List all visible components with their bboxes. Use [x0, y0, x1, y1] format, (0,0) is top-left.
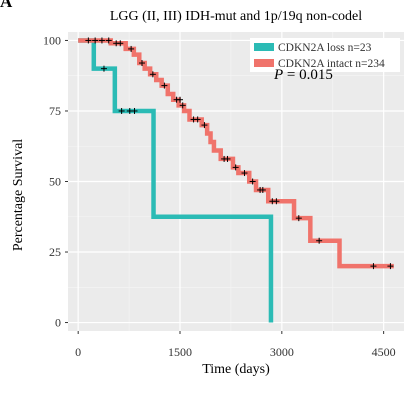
censor-mark — [316, 237, 323, 244]
censor-mark — [161, 82, 168, 89]
panel-letter: A — [0, 0, 13, 11]
censor-mark — [117, 40, 124, 47]
censor-mark — [92, 37, 99, 44]
y-axis-label: Percentage Survival — [11, 139, 26, 251]
p-value-symbol: P — [273, 67, 283, 83]
censor-mark — [387, 263, 394, 270]
censor-mark — [259, 186, 266, 193]
censor-mark — [295, 215, 302, 222]
legend-key-2 — [254, 59, 274, 67]
chart-title: LGG (II, III) IDH-mut and 1p/19q non-cod… — [110, 9, 362, 24]
censor-mark — [100, 65, 107, 72]
p-value-annotation: P = 0.015 — [273, 67, 333, 83]
censor-mark — [201, 122, 208, 129]
censor-mark — [98, 37, 105, 44]
y-tick-label: 75 — [49, 104, 61, 118]
p-value-text: = 0.015 — [283, 67, 333, 83]
censor-mark — [232, 164, 239, 171]
y-tick-label: 25 — [49, 245, 61, 259]
censor-mark — [85, 37, 92, 44]
legend-box — [250, 38, 400, 72]
x-tick-label: 3000 — [270, 345, 294, 359]
censor-mark — [128, 45, 135, 52]
survival-curve-1 — [78, 38, 274, 323]
censor-mark — [249, 178, 256, 185]
censor-mark — [177, 96, 183, 103]
x-tick-label: 4500 — [372, 345, 396, 359]
censor-mark — [105, 37, 112, 44]
censor-mark — [194, 116, 201, 123]
legend-label-1: CDKN2A loss n=23 — [278, 42, 372, 54]
x-tick-label: 0 — [75, 345, 81, 359]
y-tick-label: 100 — [43, 33, 61, 47]
censor-mark — [370, 263, 377, 270]
legend-key-1 — [254, 43, 274, 51]
censor-mark — [273, 198, 280, 205]
censor-mark — [241, 170, 248, 177]
censor-mark — [179, 102, 186, 109]
x-axis-label: Time (days) — [202, 362, 270, 377]
censor-mark — [149, 71, 156, 78]
x-tick-label: 1500 — [168, 345, 192, 359]
censor-mark — [118, 107, 125, 114]
censor-mark — [138, 60, 145, 67]
censor-mark — [131, 107, 138, 114]
legend-label-2: CDKN2A intact n=234 — [278, 58, 385, 70]
y-tick-label: 50 — [49, 175, 61, 189]
legend: CDKN2A loss n=23 CDKN2A intact n=234 — [250, 38, 400, 72]
censor-mark — [224, 155, 231, 162]
y-tick-label: 0 — [55, 316, 61, 330]
